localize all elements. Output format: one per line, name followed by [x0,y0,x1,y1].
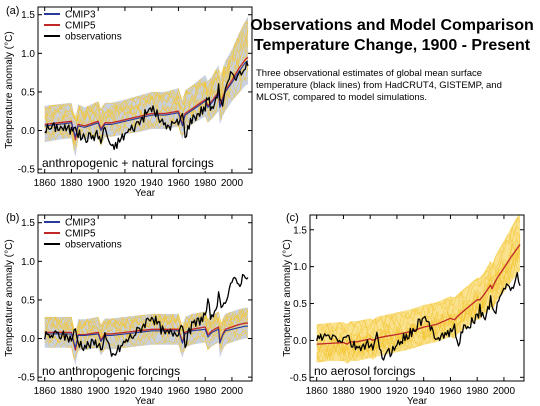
legend-entry: CMIP3 [65,10,96,21]
x-tick-label: 1900 [87,386,110,397]
y-tick-label: -0.5 [290,373,308,384]
x-tick-label: 2000 [221,178,244,189]
x-tick-label: 1940 [413,386,436,397]
plot-frame [37,6,253,174]
legend-entry: CMIP3 [65,218,96,229]
model-run-line [44,57,249,145]
y-tick-label: -0.5 [18,165,36,176]
x-tick-label: 1980 [466,386,489,397]
panel-label: (c) [286,212,299,224]
model-run-line [44,26,249,125]
x-tick-label: 1900 [359,386,382,397]
y-tick-label: 1.5 [21,218,35,229]
figure-description: Three observational estimates of global … [256,68,502,103]
y-tick-label: 1.5 [293,225,307,236]
legend-entry: observations [65,32,122,43]
y-axis-label: Temperature anomaly (°C) [4,31,15,148]
model-run-line [44,310,249,337]
panel-label: (a) [6,5,19,17]
y-tick-label: 1.0 [21,257,35,268]
model-run-line [316,266,521,363]
chart-panel: 1860 1880 1900 1920 1940 1960 1980 2000-0.50.00… [4,212,253,406]
x-tick-label: 1940 [141,386,164,397]
x-tick-label: 1960 [167,386,190,397]
plot-frame [37,214,253,382]
y-tick-label: 0.5 [293,299,307,310]
y-tick-label: 1.0 [293,262,307,273]
x-tick-label: 1880 [60,386,83,397]
y-axis-label: Temperature anomaly (°C) [282,239,293,356]
x-tick-label: 1860 [34,386,57,397]
plot-area [316,215,521,365]
x-tick-label: 1900 [87,178,110,189]
x-tick-label: 1980 [194,178,217,189]
x-tick-label: 1940 [141,178,164,189]
panel-label: (b) [6,212,19,224]
x-axis-label: Year [135,188,156,199]
model-run-line [44,330,249,361]
y-tick-label: 1.5 [21,10,35,21]
y-tick-label: -0.5 [18,373,36,384]
model-run-line [316,256,521,362]
model-run-line [44,19,249,124]
x-axis-label: Year [135,396,156,406]
x-tick-label: 1860 [306,386,329,397]
chart-panel: 1860 1880 1900 1920 1940 1960 1980 2000-0.50.00… [282,212,525,406]
model-run-line [44,308,249,343]
panel-annotation: no anthropogenic forcings [42,364,180,378]
x-tick-label: 1920 [386,386,409,397]
x-tick-label: 2000 [493,386,516,397]
panel-annotation: anthropogenic + natural forcings [42,156,214,170]
model-run-line [316,232,521,354]
y-tick-label: 0.5 [21,87,35,98]
legend-entry: observations [65,240,122,251]
y-axis-label: Temperature anomaly (°C) [4,239,15,356]
y-tick-label: 0.5 [21,295,35,306]
x-axis-label: Year [407,396,428,406]
y-tick-label: 1.0 [21,49,35,60]
model-run-line [316,231,521,351]
y-tick-label: 0.0 [21,334,35,345]
cmip3-mean-line [44,325,248,349]
model-spread-envelope [316,215,520,365]
observations-line [44,273,249,357]
x-tick-label: 1980 [194,386,217,397]
model-run-line [44,31,249,127]
panel-annotation: no aerosol forcings [314,364,415,378]
figure-title-line-1: Observations and Model Comparison [250,17,534,34]
x-tick-label: 1960 [167,178,190,189]
observations-line [44,61,249,151]
model-run-line [44,323,249,349]
x-tick-label: 1920 [114,178,137,189]
x-tick-label: 1960 [439,386,462,397]
x-tick-label: 1860 [34,178,57,189]
plot-frame [309,214,525,382]
figure-title-line-2: Temperature Change, 1900 - Present [253,37,531,54]
plot-area [44,16,249,158]
y-tick-label: 0.0 [293,336,307,347]
x-tick-label: 1880 [332,386,355,397]
y-tick-label: 0.0 [21,126,35,137]
observations-line [316,272,521,361]
legend-entry: CMIP5 [65,229,96,240]
x-tick-label: 1880 [60,178,83,189]
model-run-line [44,21,249,120]
chart-panel: 1860 1880 1900 1920 1940 1960 1980 2000-0.50.00… [4,5,253,199]
legend-entry: CMIP5 [65,21,96,32]
model-run-line [316,218,521,335]
x-tick-label: 1920 [114,386,137,397]
plot-area [44,273,249,366]
x-tick-label: 2000 [221,386,244,397]
model-run-line [316,226,521,340]
